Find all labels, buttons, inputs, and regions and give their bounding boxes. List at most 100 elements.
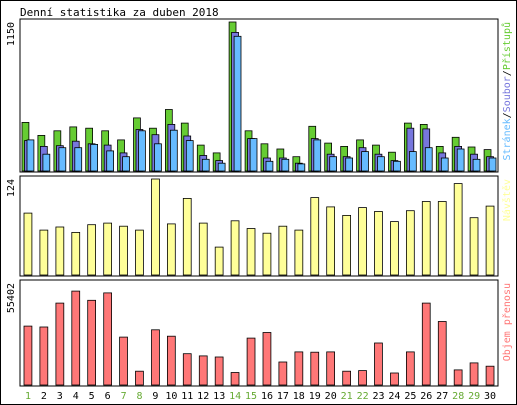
legend: Objem přenosu xyxy=(501,283,513,361)
day-label: 5 xyxy=(89,391,95,402)
bar-visits-Návštěv-7 xyxy=(119,225,128,276)
bar-traffic-Objem přenosu-26 xyxy=(421,302,431,386)
bar-hits-Stránek-18 xyxy=(297,163,306,172)
bar-visits-Návštěv-19 xyxy=(310,197,320,276)
bar-hits-Stránek-20 xyxy=(329,156,338,172)
day-label: 26 xyxy=(420,391,432,402)
chart-title: Denní statistika za duben 2018 xyxy=(20,6,219,19)
bar-hits-Stránek-22 xyxy=(361,151,369,172)
day-label: 15 xyxy=(245,391,257,402)
day-label: 3 xyxy=(57,391,63,402)
bar-visits-Návštěv-5 xyxy=(87,224,96,276)
bar-visits-Návštěv-29 xyxy=(469,217,479,276)
bar-traffic-Objem přenosu-20 xyxy=(326,351,336,386)
bar-visits-Návštěv-20 xyxy=(326,206,336,276)
bar-hits-Stránek-10 xyxy=(169,129,178,172)
bar-traffic-Objem přenosu-15 xyxy=(246,337,256,386)
bar-traffic-Objem přenosu-1 xyxy=(23,325,33,386)
bar-traffic-Objem přenosu-10 xyxy=(166,335,176,386)
legend-entry: Návštěv xyxy=(501,179,513,221)
legend-entry: Soubor xyxy=(502,76,513,112)
legend: Stránek/Soubor/Přístupů xyxy=(501,22,513,161)
bar-hits-Stránek-27 xyxy=(440,157,449,172)
bar-visits-Návštěv-3 xyxy=(55,226,65,276)
bar-traffic-Objem přenosu-21 xyxy=(342,370,352,386)
bar-visits-Návštěv-1 xyxy=(23,212,33,276)
day-label: 9 xyxy=(152,391,158,402)
bar-traffic-Objem přenosu-2 xyxy=(39,326,49,386)
bar-traffic-Objem přenosu-24 xyxy=(390,372,399,386)
bar-hits-Stránek-11 xyxy=(185,140,194,172)
bar-visits-Návštěv-28 xyxy=(453,183,463,276)
legend-entry: Stránek xyxy=(501,118,513,160)
bar-hits-Stránek-17 xyxy=(281,158,290,172)
day-label: 4 xyxy=(73,391,79,402)
bar-visits-Návštěv-27 xyxy=(437,201,447,276)
day-label: 8 xyxy=(136,391,142,402)
day-label: 14 xyxy=(229,391,241,402)
bar-traffic-Objem přenosu-30 xyxy=(485,365,495,386)
bar-visits-Návštěv-2 xyxy=(39,229,49,276)
bar-traffic-Objem přenosu-19 xyxy=(310,351,320,386)
bar-hits-Stránek-15 xyxy=(249,138,258,172)
bar-visits-Návštěv-26 xyxy=(421,201,431,276)
bar-visits-Návštěv-23 xyxy=(374,211,383,276)
bar-hits-Stránek-9 xyxy=(154,143,162,172)
bar-visits-Návštěv-11 xyxy=(182,197,192,276)
bar-visits-Návštěv-6 xyxy=(103,222,112,276)
bar-visits-Návštěv-10 xyxy=(166,223,176,276)
bar-visits-Návštěv-16 xyxy=(262,232,272,276)
bar-hits-Stránek-5 xyxy=(90,143,98,172)
y-max-label: 124 xyxy=(6,179,17,197)
bar-traffic-Objem přenosu-25 xyxy=(405,351,415,386)
day-label: 16 xyxy=(261,391,273,402)
day-label: 13 xyxy=(213,391,225,402)
day-label: 20 xyxy=(325,391,337,402)
bar-visits-Návštěv-9 xyxy=(151,178,160,276)
y-max-label: 55402 xyxy=(6,283,17,313)
bar-visits-Návštěv-13 xyxy=(214,246,224,276)
bar-visits-Návštěv-14 xyxy=(230,220,240,276)
day-label: 17 xyxy=(277,391,289,402)
day-label: 21 xyxy=(341,391,353,402)
bar-traffic-Objem přenosu-8 xyxy=(135,370,144,386)
bar-hits-Stránek-6 xyxy=(106,150,114,172)
bar-visits-Návštěv-25 xyxy=(405,210,415,276)
day-label: 11 xyxy=(181,391,193,402)
bar-visits-Návštěv-24 xyxy=(390,221,399,276)
bar-traffic-Objem přenosu-29 xyxy=(469,362,479,386)
day-label: 1 xyxy=(25,391,31,402)
bar-traffic-Objem přenosu-7 xyxy=(119,336,128,386)
bar-visits-Návštěv-17 xyxy=(278,225,288,276)
day-label: 23 xyxy=(372,391,384,402)
bar-traffic-Objem přenosu-13 xyxy=(214,356,224,386)
y-max-label: 1150 xyxy=(6,22,17,46)
bar-hits-Stránek-8 xyxy=(138,130,146,172)
day-label: 28 xyxy=(452,391,464,402)
day-label: 19 xyxy=(309,391,321,402)
bar-traffic-Objem přenosu-17 xyxy=(278,361,288,386)
panel-traffic: 55402 Objem přenosu xyxy=(6,279,513,387)
bar-hits-Stránek-3 xyxy=(58,147,67,172)
bar-traffic-Objem přenosu-16 xyxy=(262,332,272,386)
day-label: 18 xyxy=(293,391,305,402)
day-label: 29 xyxy=(468,391,480,402)
bar-hits-Stránek-4 xyxy=(74,147,83,172)
day-label: 6 xyxy=(105,391,111,402)
bar-traffic-Objem přenosu-18 xyxy=(294,351,304,386)
day-label: 12 xyxy=(197,391,209,402)
day-label: 2 xyxy=(41,391,47,402)
bar-hits-Stránek-26 xyxy=(424,147,433,172)
bar-hits-Stránek-23 xyxy=(377,156,385,172)
bar-visits-Návštěv-18 xyxy=(294,229,304,276)
bar-traffic-Objem přenosu-9 xyxy=(151,329,160,386)
panel-frame xyxy=(19,18,499,173)
panel-visits: 124 Návštěv xyxy=(6,175,513,277)
bar-traffic-Objem přenosu-27 xyxy=(437,321,447,386)
panel-frame xyxy=(19,279,499,387)
bar-hits-Stránek-7 xyxy=(122,156,130,172)
day-label: 10 xyxy=(165,391,177,402)
bar-hits-Stránek-19 xyxy=(313,139,322,172)
bar-traffic-Objem přenosu-3 xyxy=(55,302,65,386)
